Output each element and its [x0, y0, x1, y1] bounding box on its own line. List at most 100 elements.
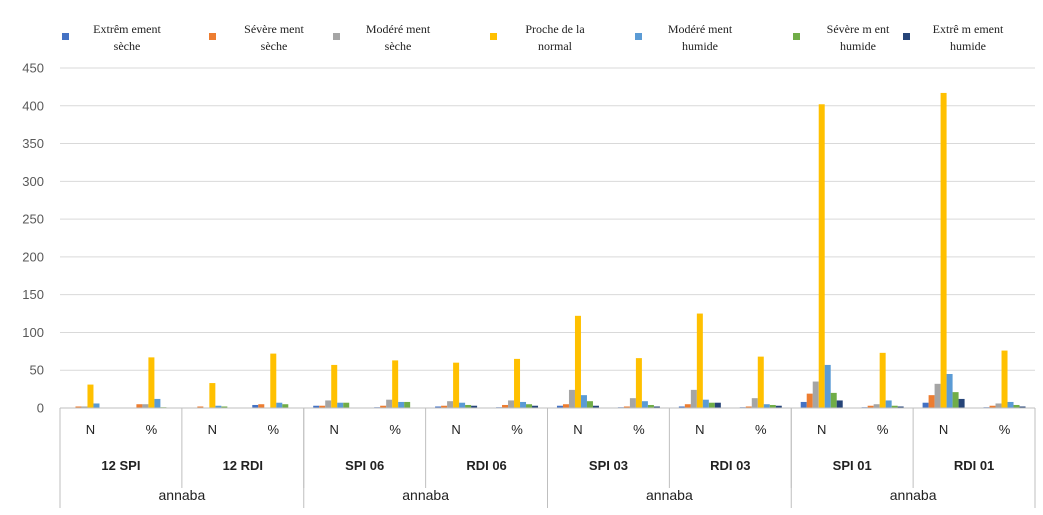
- legend: Extrêm ement sèche Sévère ment sèche Modéré …: [62, 22, 1004, 53]
- bar: [757, 356, 764, 408]
- bar: [398, 401, 405, 408]
- bar: [471, 405, 478, 408]
- bar: [221, 406, 228, 408]
- x-tick-label: %: [268, 422, 280, 437]
- legend-label: Sévère ment sèche: [244, 22, 304, 53]
- bar: [447, 401, 454, 408]
- station-label: annaba: [402, 487, 449, 503]
- bar: [331, 364, 338, 408]
- station-label: annaba: [159, 487, 206, 503]
- legend-swatch: [209, 33, 216, 40]
- legend-swatch: [793, 33, 800, 40]
- bar: [812, 381, 819, 408]
- x-tick-label: N: [939, 422, 948, 437]
- y-tick-label: 450: [22, 61, 44, 76]
- group-label: RDI 06: [466, 458, 506, 473]
- x-tick-label: %: [877, 422, 889, 437]
- legend-label: Extrê m ement humide: [933, 22, 1004, 53]
- bar: [940, 92, 947, 408]
- x-axis: N% N% N% N% N% N% N% N % 12 SPI 12 RDI SPI 06 RDI 06…: [59, 407, 1036, 508]
- x-tick-label: %: [633, 422, 645, 437]
- bar: [435, 406, 442, 408]
- bar: [313, 405, 320, 408]
- bar: [459, 402, 466, 408]
- bar: [136, 404, 143, 408]
- legend-swatch: [62, 33, 69, 40]
- bar: [958, 398, 965, 408]
- y-tick-label: 100: [22, 325, 44, 340]
- bar: [696, 313, 703, 408]
- bar: [337, 402, 344, 408]
- x-tick-label: %: [755, 422, 767, 437]
- bar: [635, 358, 642, 408]
- bar: [745, 406, 752, 408]
- bar: [319, 405, 326, 408]
- bar: [586, 401, 593, 408]
- bar: [989, 405, 996, 408]
- bar: [653, 406, 660, 408]
- y-tick-label: 200: [22, 249, 44, 264]
- bar: [714, 402, 721, 408]
- x-tick-label: N: [817, 422, 826, 437]
- bar: [806, 393, 813, 408]
- legend-label: Proche de la normal: [525, 22, 585, 53]
- bar: [343, 402, 350, 408]
- bar: [952, 392, 959, 408]
- bar: [891, 405, 898, 408]
- bar: [270, 353, 277, 408]
- x-tick-label: N: [86, 422, 95, 437]
- bar: [995, 403, 1002, 408]
- group-label: 12 RDI: [223, 458, 263, 473]
- x-tick-label: %: [511, 422, 523, 437]
- x-tick-label: N: [695, 422, 704, 437]
- y-tick-label: 300: [22, 174, 44, 189]
- bar: [1013, 404, 1020, 408]
- legend-label: Extrêm ement sèche: [93, 22, 161, 53]
- legend-label: Sévère m ent humide: [827, 22, 890, 53]
- legend-swatch: [635, 33, 642, 40]
- bar: [380, 405, 387, 408]
- bar: [885, 400, 892, 408]
- x-tick-label: N: [573, 422, 582, 437]
- bar: [922, 402, 929, 408]
- bar: [836, 400, 843, 408]
- y-tick-label: 0: [37, 401, 44, 416]
- bar: [830, 392, 837, 408]
- bar: [215, 405, 222, 408]
- bar: [386, 399, 393, 408]
- bar: [684, 404, 691, 408]
- bar: [568, 389, 575, 408]
- bar: [465, 404, 472, 408]
- bar: [928, 395, 935, 408]
- bar: [514, 358, 521, 408]
- bar: [879, 352, 886, 408]
- bar: [258, 404, 265, 408]
- bar: [574, 315, 581, 408]
- group-label: RDI 01: [954, 458, 994, 473]
- group-label: SPI 06: [345, 458, 384, 473]
- bar: [763, 404, 770, 408]
- bar: [629, 398, 636, 408]
- y-tick-label: 150: [22, 287, 44, 302]
- bar: [154, 398, 161, 408]
- bar: [562, 404, 569, 408]
- bar: [441, 405, 448, 408]
- bars-layer: [75, 92, 1026, 409]
- y-tick-label: 50: [30, 363, 44, 378]
- legend-label: Modéré ment sèche: [366, 22, 431, 53]
- bar: [818, 104, 825, 409]
- legend-label: Modéré ment humide: [668, 22, 733, 53]
- bar: [702, 399, 709, 408]
- legend-swatch: [490, 33, 497, 40]
- gridlines: [60, 67, 1035, 371]
- legend-swatch: [903, 33, 910, 40]
- y-tick-label: 250: [22, 212, 44, 227]
- bar: [75, 406, 82, 408]
- group-label: SPI 01: [833, 458, 872, 473]
- y-tick-label: 400: [22, 98, 44, 113]
- station-label: annaba: [646, 487, 693, 503]
- x-tick-label: %: [389, 422, 401, 437]
